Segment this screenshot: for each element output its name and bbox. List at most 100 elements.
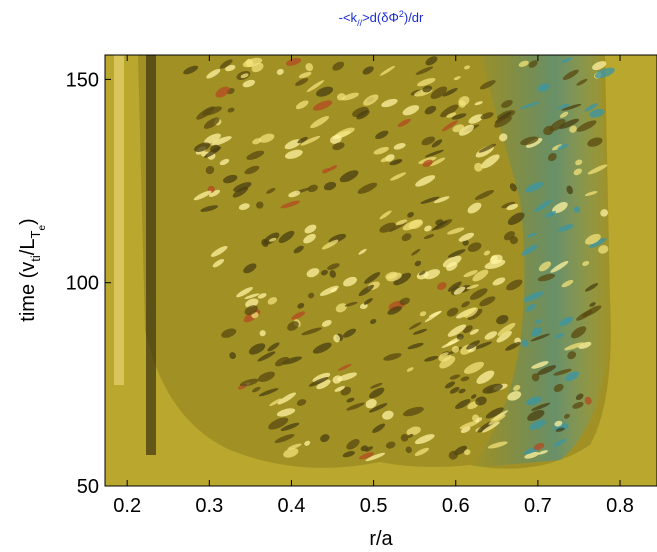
- texture-blob: [551, 144, 563, 151]
- texture-blob: [531, 373, 540, 382]
- texture-blob: [219, 158, 230, 166]
- texture-blob: [389, 221, 407, 233]
- texture-blob: [496, 314, 509, 325]
- texture-blob: [501, 100, 513, 108]
- texture-blob: [258, 133, 275, 143]
- texture-blob: [557, 144, 568, 150]
- texture-blob: [259, 330, 266, 337]
- texture-blob: [251, 62, 264, 73]
- texture-blob: [370, 382, 383, 389]
- texture-blob: [499, 133, 508, 142]
- texture-blob: [280, 200, 301, 209]
- texture-blob: [310, 115, 330, 129]
- texture-blob: [312, 342, 332, 354]
- texture-blob: [205, 165, 215, 175]
- texture-blob: [537, 450, 548, 455]
- texture-blob: [368, 403, 388, 413]
- title-sub: //: [357, 18, 363, 28]
- texture-blob: [211, 136, 232, 146]
- texture-blob: [393, 143, 406, 150]
- texture-blob: [252, 138, 262, 145]
- texture-blob: [252, 386, 261, 393]
- texture-blob: [379, 65, 396, 76]
- texture-blob: [564, 342, 584, 351]
- texture-blob: [308, 377, 329, 387]
- texture-blob: [200, 205, 219, 212]
- texture-blob: [424, 149, 444, 158]
- texture-blob: [526, 232, 537, 238]
- texture-blob: [600, 209, 609, 217]
- texture-blob: [336, 93, 346, 101]
- y-tick-label: 150: [66, 69, 99, 91]
- texture-blob: [423, 269, 441, 280]
- texture-blob: [534, 200, 552, 212]
- texture-blob: [233, 182, 252, 192]
- texture-blob: [487, 441, 508, 449]
- texture-blob: [357, 182, 378, 194]
- texture-blob: [585, 233, 601, 245]
- texture-blob: [513, 385, 521, 391]
- texture-blob: [266, 187, 276, 194]
- texture-blob: [274, 434, 295, 443]
- texture-blob: [489, 254, 503, 265]
- texture-blob: [243, 263, 257, 274]
- texture-blob: [486, 387, 494, 393]
- texture-blob: [363, 298, 373, 305]
- x-tick-label: 0.5: [360, 495, 388, 517]
- texture-blob: [341, 92, 359, 101]
- texture-blob: [334, 386, 345, 392]
- texture-blob: [261, 238, 269, 247]
- texture-blob: [306, 268, 320, 278]
- texture-blob: [278, 230, 295, 244]
- edge-tint: [470, 55, 612, 468]
- title-part: )/dr: [404, 10, 424, 25]
- x-tick-label: 0.7: [524, 495, 552, 517]
- texture-blob: [446, 112, 457, 118]
- texture-blob: [358, 248, 367, 255]
- texture-blob: [208, 189, 220, 197]
- texture-blob: [467, 202, 482, 214]
- texture-blob: [365, 446, 373, 452]
- ylabel-part: /L: [17, 239, 39, 256]
- texture-blob: [346, 402, 365, 411]
- texture-blob: [405, 446, 412, 454]
- texture-blob: [458, 388, 466, 394]
- texture-blob: [505, 341, 521, 351]
- texture-blob: [529, 419, 546, 430]
- texture-blob: [447, 249, 466, 258]
- texture-blob: [521, 244, 538, 256]
- texture-blob: [323, 181, 337, 191]
- texture-blob: [433, 196, 450, 204]
- texture-blob: [538, 261, 552, 272]
- texture-blob: [482, 421, 500, 433]
- texture-blob: [389, 172, 407, 181]
- texture-blob: [403, 406, 424, 417]
- texture-blob: [575, 159, 583, 166]
- texture-blob: [393, 272, 412, 286]
- texture-blob: [561, 57, 572, 64]
- texture-blob: [446, 307, 459, 317]
- texture-blob: [306, 80, 325, 93]
- texture-blob: [441, 120, 459, 132]
- texture-blob: [475, 396, 487, 406]
- texture-blob: [554, 420, 563, 427]
- texture-blob: [356, 110, 370, 120]
- texture-blob: [592, 61, 607, 71]
- texture-blob: [472, 269, 489, 282]
- texture-blob: [379, 210, 392, 220]
- texture-blob: [453, 286, 466, 295]
- texture-blob: [287, 443, 302, 450]
- texture-blob: [525, 181, 544, 193]
- texture-blob: [559, 118, 580, 129]
- texture-blob: [414, 434, 435, 445]
- texture-blob: [419, 311, 427, 317]
- ylabel-part: time (v: [17, 262, 39, 322]
- texture-blob: [293, 245, 304, 254]
- texture-blob: [463, 307, 478, 318]
- texture-blob: [509, 183, 517, 192]
- texture-blob: [193, 190, 212, 201]
- texture-blob: [303, 233, 316, 244]
- texture-blob: [276, 68, 284, 76]
- texture-blob: [431, 220, 448, 231]
- texture-blob: [422, 85, 433, 93]
